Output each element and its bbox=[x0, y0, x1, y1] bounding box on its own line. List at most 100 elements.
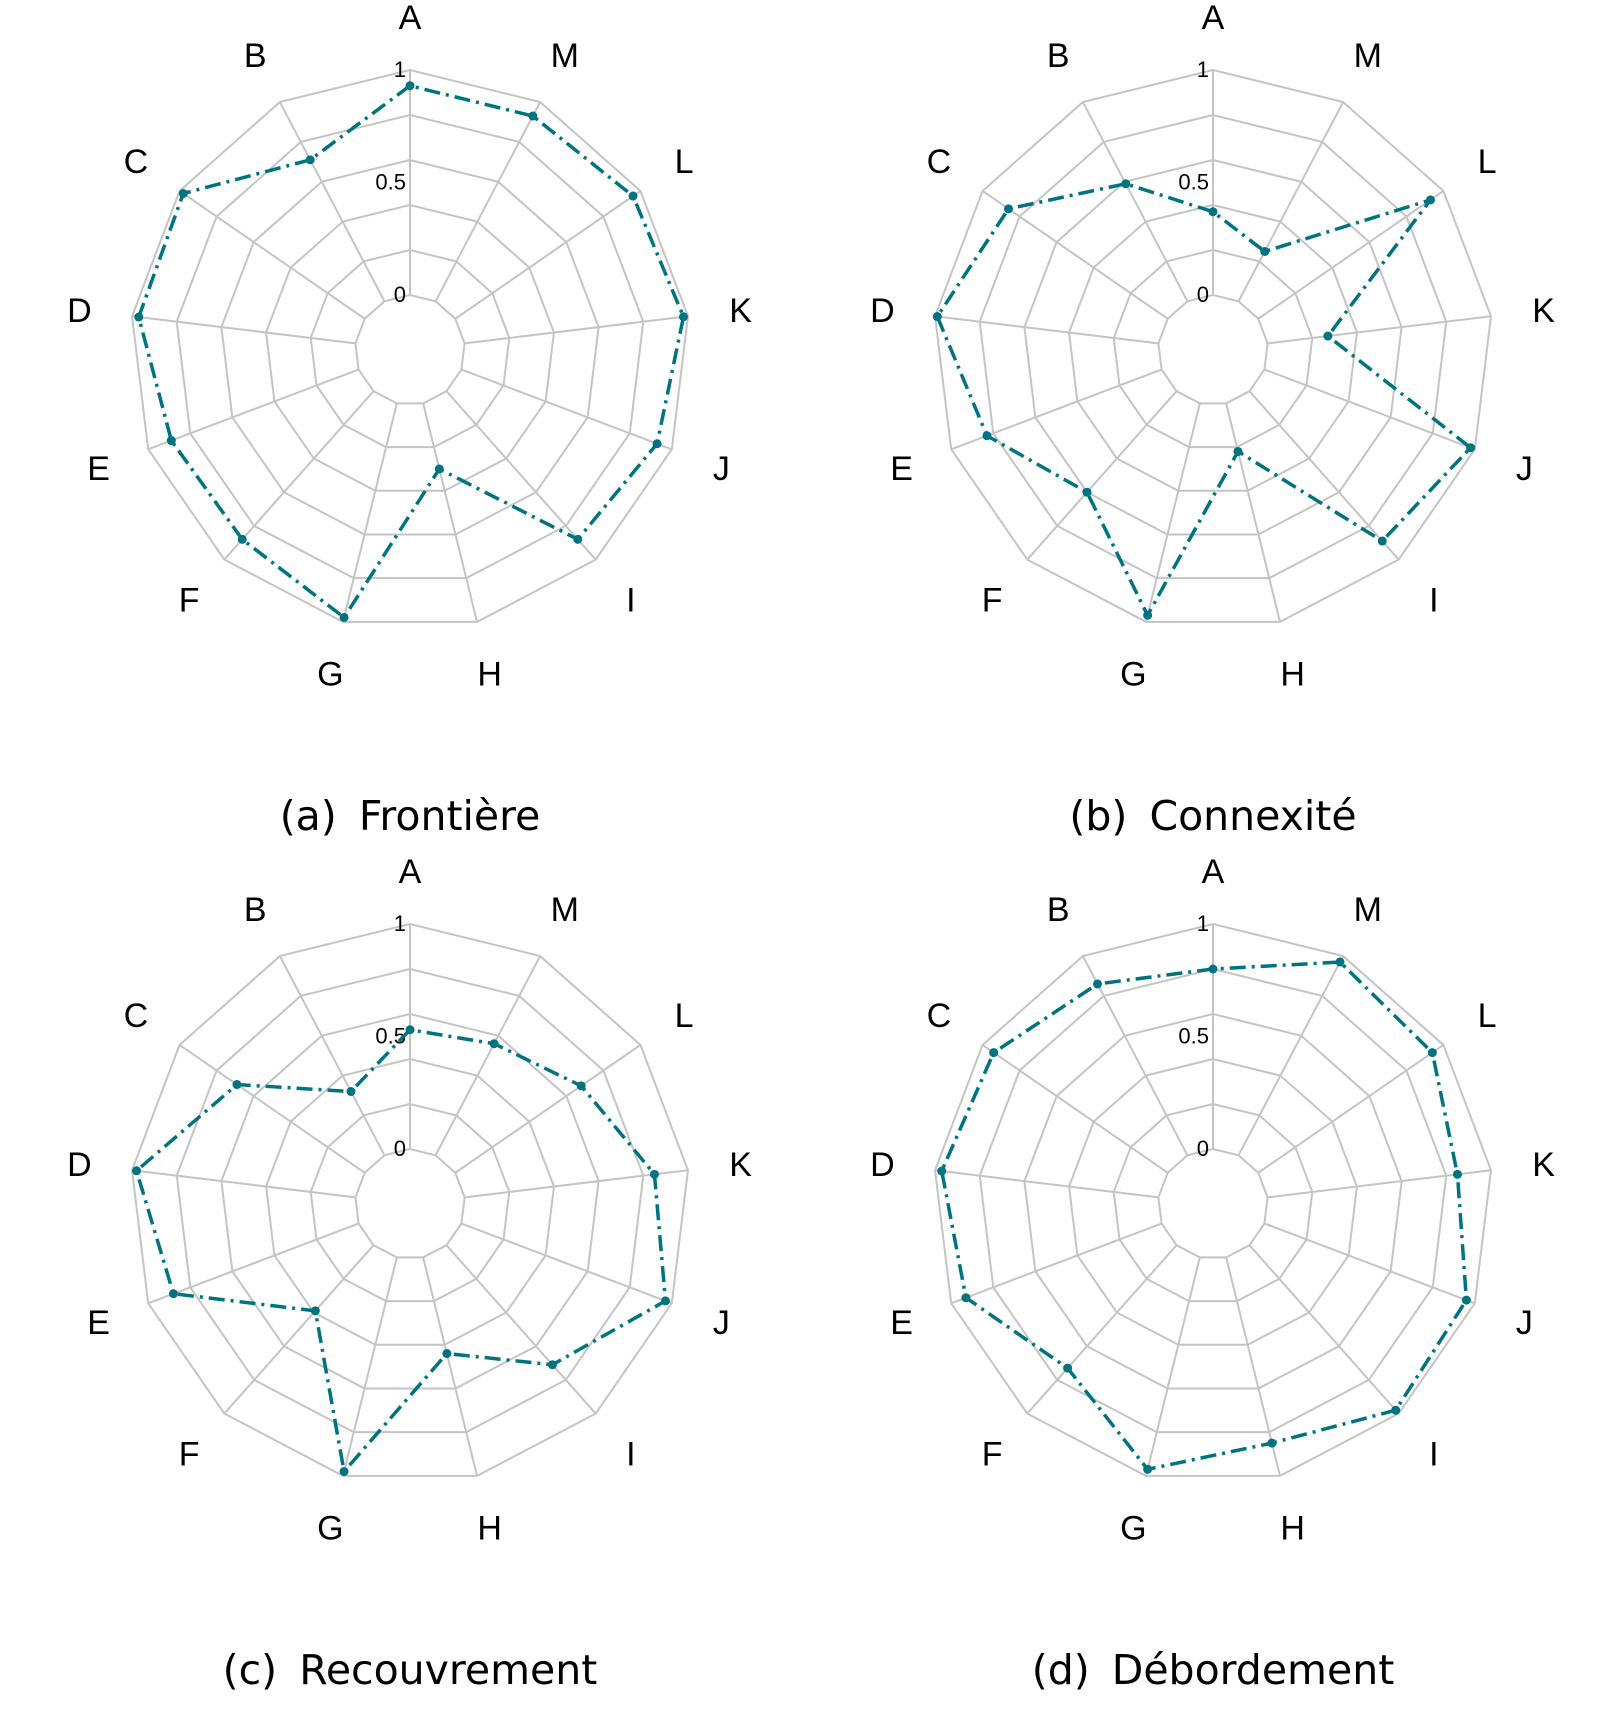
grid-spoke bbox=[223, 1244, 375, 1415]
category-label: L bbox=[1478, 143, 1497, 181]
radar-svg-c: 0 0.5 1 A B C D E F G H I J K L M (c) Recouvrement bbox=[67, 853, 752, 1694]
data-point bbox=[232, 1080, 242, 1090]
data-point bbox=[628, 191, 638, 201]
grid-spoke bbox=[445, 1244, 597, 1415]
category-label: H bbox=[477, 1509, 502, 1547]
grid-ring bbox=[934, 922, 1492, 1477]
category-label: K bbox=[1532, 292, 1555, 330]
data-point bbox=[346, 1087, 356, 1097]
grid-ring bbox=[354, 1147, 466, 1259]
data-point bbox=[1335, 957, 1345, 967]
category-label: J bbox=[1516, 1304, 1533, 1342]
grid-spoke bbox=[1225, 403, 1281, 623]
category-label: I bbox=[626, 581, 635, 619]
data-point bbox=[1093, 979, 1103, 989]
category-label: M bbox=[1354, 37, 1382, 75]
data-point bbox=[576, 1081, 586, 1091]
grid-ring bbox=[265, 203, 555, 492]
category-label: I bbox=[626, 1435, 635, 1473]
grid-ring bbox=[1023, 1012, 1403, 1390]
category-label: L bbox=[1478, 997, 1497, 1035]
grid-spoke bbox=[934, 315, 1159, 345]
grid-spoke bbox=[1145, 1257, 1201, 1477]
grid-spoke bbox=[223, 390, 375, 561]
grid-ring bbox=[175, 967, 645, 1434]
data-point bbox=[405, 1025, 415, 1035]
category-label: J bbox=[713, 1304, 730, 1342]
grid-ring bbox=[1023, 158, 1403, 536]
caption-tag: (a) bbox=[280, 792, 337, 840]
data-point bbox=[932, 312, 942, 322]
grid-spoke bbox=[178, 1044, 366, 1174]
grid-ring bbox=[934, 68, 1492, 623]
grid-spoke bbox=[147, 1222, 359, 1305]
data-point bbox=[1143, 610, 1153, 620]
data-point bbox=[1452, 1169, 1462, 1179]
category-label: I bbox=[1429, 1435, 1438, 1473]
category-label: H bbox=[477, 655, 502, 693]
caption-text: Frontière bbox=[359, 792, 541, 840]
category-label: D bbox=[67, 292, 92, 330]
category-label: C bbox=[927, 143, 952, 181]
grid-spoke bbox=[434, 101, 542, 302]
category-label: A bbox=[1202, 0, 1225, 37]
radar-panel-a: 0 0.5 1 A B C D E F G H I J K L M (a) Frontière bbox=[0, 0, 803, 854]
category-label: K bbox=[1532, 1146, 1555, 1184]
category-label: G bbox=[317, 1509, 343, 1547]
data-point bbox=[1323, 331, 1333, 341]
data-point bbox=[1121, 179, 1131, 189]
data-point bbox=[660, 1296, 670, 1306]
radar-panel-d: 0 0.5 1 A B C D E F G H I J K L M (d) Débordement bbox=[803, 853, 1606, 1708]
grid-spoke bbox=[454, 190, 642, 320]
r-tick-label: 0.5 bbox=[1178, 170, 1209, 195]
grid-ring bbox=[1157, 293, 1269, 405]
category-label: D bbox=[870, 292, 895, 330]
data-point bbox=[982, 431, 992, 441]
data-point bbox=[339, 1466, 349, 1476]
grid-spoke bbox=[1081, 101, 1189, 302]
r-tick-label: 1 bbox=[1197, 57, 1209, 82]
series-line bbox=[136, 84, 686, 620]
category-label: B bbox=[244, 891, 267, 929]
caption-text: Débordement bbox=[1112, 1646, 1395, 1694]
category-label: D bbox=[870, 1146, 895, 1184]
grid-spoke bbox=[981, 190, 1169, 320]
data-point bbox=[649, 1169, 659, 1179]
category-label: E bbox=[87, 1304, 110, 1342]
data-point bbox=[489, 1039, 499, 1049]
category-label: C bbox=[927, 997, 952, 1035]
category-label: M bbox=[551, 891, 579, 929]
data-point bbox=[339, 612, 349, 622]
data-point bbox=[678, 312, 688, 322]
grid-ring bbox=[175, 113, 645, 580]
data-point bbox=[1233, 446, 1243, 456]
category-label: H bbox=[1280, 1509, 1305, 1547]
data-point bbox=[1427, 1048, 1437, 1058]
radar-grid bbox=[131, 922, 689, 1477]
caption-text: Connexité bbox=[1149, 792, 1356, 840]
grid-spoke bbox=[1264, 1222, 1476, 1305]
category-label: B bbox=[1047, 891, 1070, 929]
category-label: A bbox=[1202, 853, 1225, 891]
data-point bbox=[305, 155, 315, 165]
data-point bbox=[989, 1048, 999, 1058]
grid-spoke bbox=[1237, 955, 1345, 1156]
caption-tag: (d) bbox=[1032, 1646, 1090, 1694]
caption-text: Recouvrement bbox=[299, 1646, 597, 1694]
grid-ring bbox=[1068, 1057, 1358, 1346]
r-tick-label: 1 bbox=[394, 57, 406, 82]
grid-ring bbox=[309, 248, 511, 449]
data-point bbox=[1391, 1405, 1401, 1415]
data-point bbox=[1425, 195, 1435, 205]
data-point bbox=[442, 1349, 452, 1359]
grid-spoke bbox=[454, 1044, 642, 1174]
grid-ring bbox=[1157, 1147, 1269, 1259]
grid-spoke bbox=[131, 315, 356, 345]
grid-ring bbox=[309, 1102, 511, 1303]
radar-panel-c: 0 0.5 1 A B C D E F G H I J K L M (c) Recouvrement bbox=[0, 853, 803, 1708]
grid-ring bbox=[978, 967, 1448, 1434]
grid-ring bbox=[978, 113, 1448, 580]
category-label: I bbox=[1429, 581, 1438, 619]
category-label: E bbox=[87, 450, 110, 488]
